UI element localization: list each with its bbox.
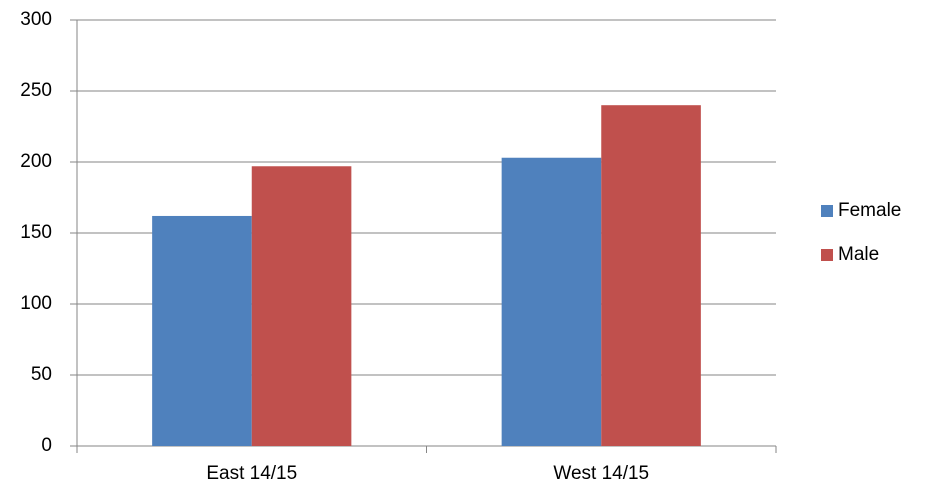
legend-label: Female <box>838 200 901 221</box>
y-tick-label: 0 <box>41 435 52 456</box>
y-tick-label: 200 <box>20 151 52 172</box>
legend-label: Male <box>838 244 879 265</box>
legend-swatch <box>821 205 833 217</box>
y-tick-label: 300 <box>20 9 52 30</box>
y-tick-label: 100 <box>20 293 52 314</box>
legend-swatch <box>821 249 833 261</box>
x-tick-label: West 14/15 <box>553 463 649 484</box>
bar <box>152 215 252 446</box>
bar <box>251 166 352 446</box>
bar <box>501 157 602 447</box>
bar <box>601 105 701 446</box>
y-tick-label: 50 <box>31 364 52 385</box>
y-tick-label: 250 <box>20 80 52 101</box>
x-tick-label: East 14/15 <box>206 463 297 484</box>
y-tick-label: 150 <box>20 222 52 243</box>
